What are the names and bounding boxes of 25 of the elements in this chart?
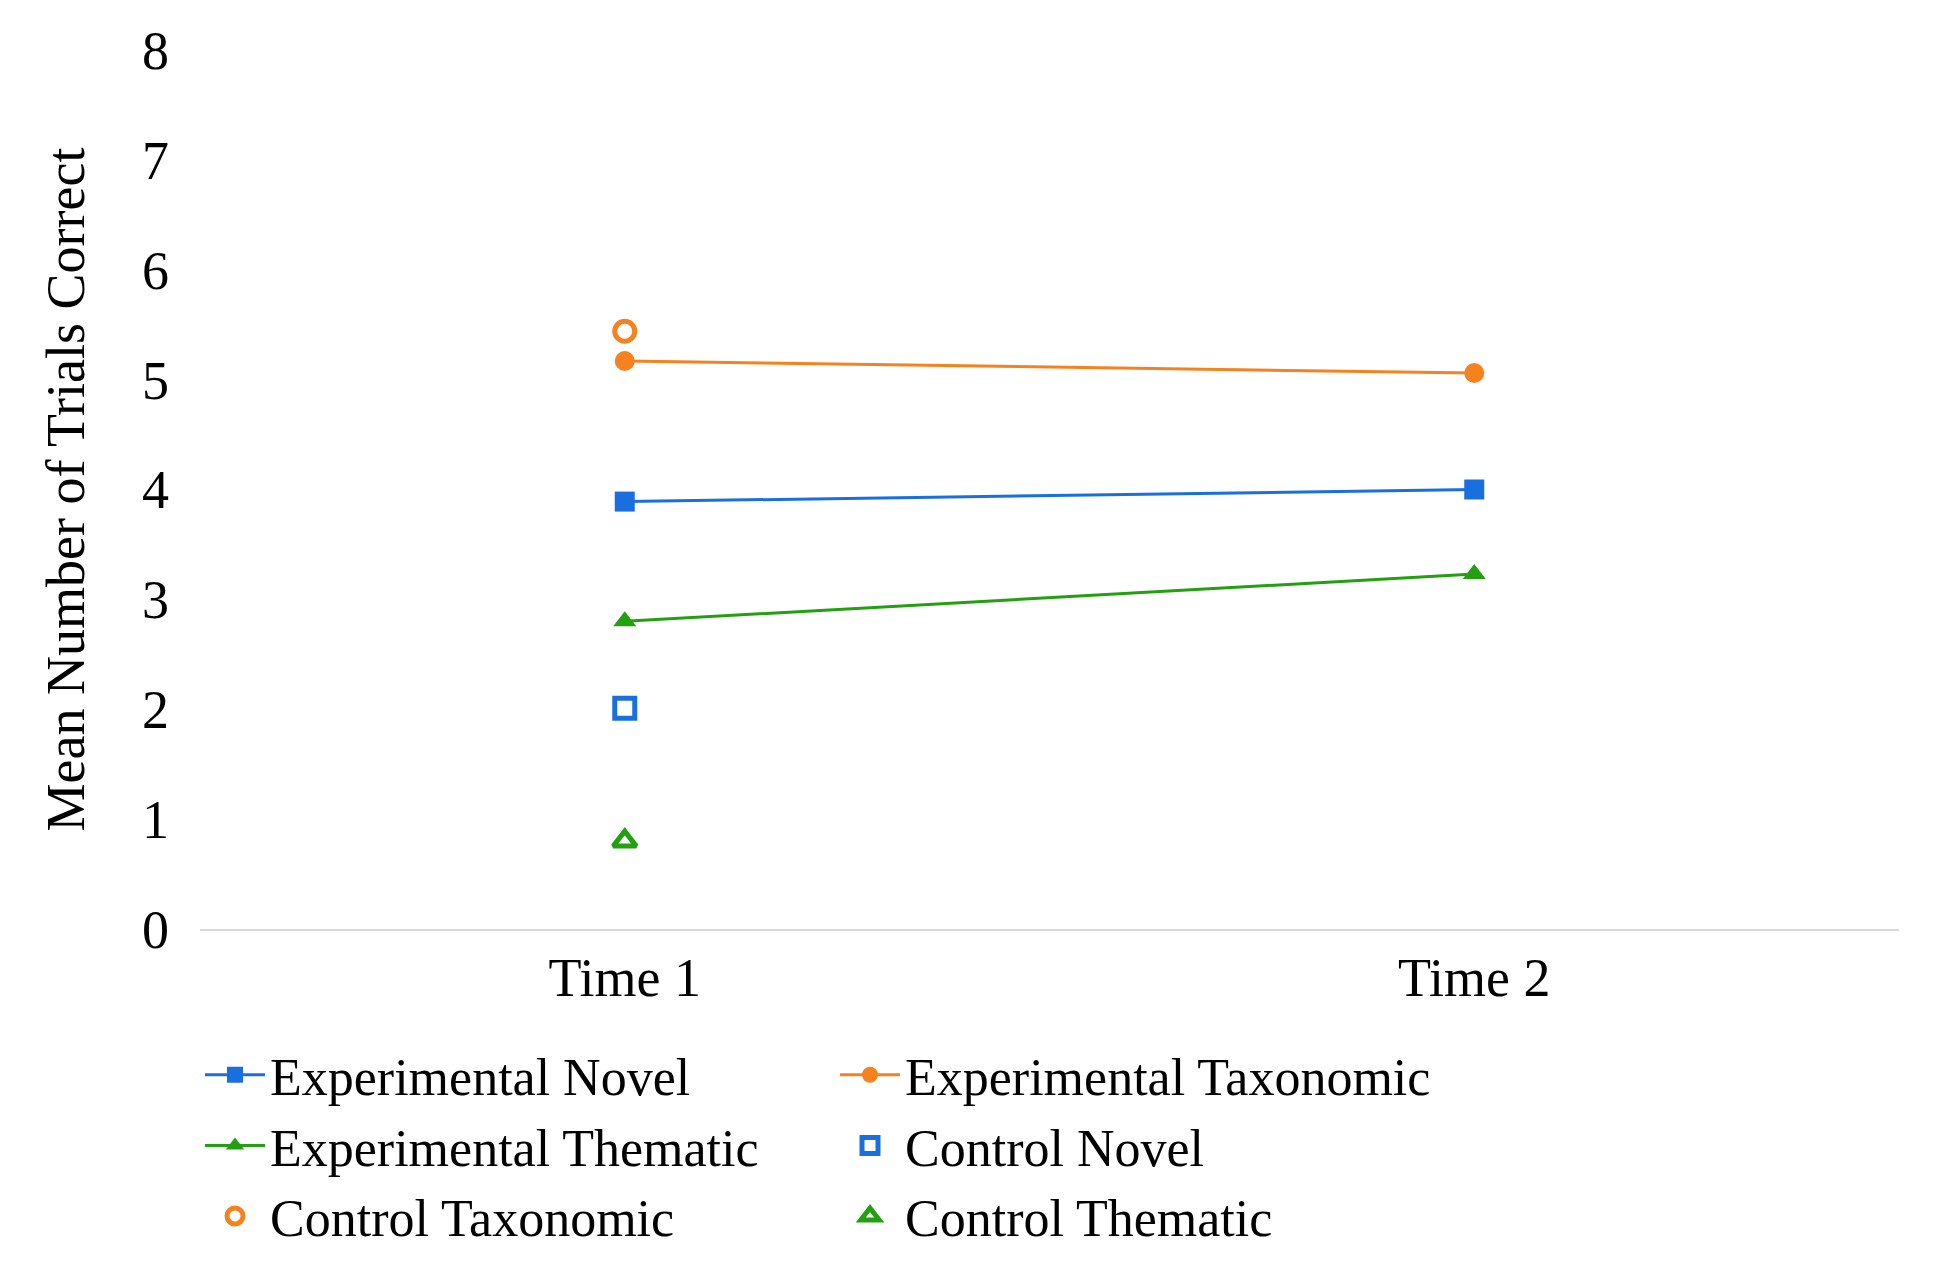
point — [610, 828, 639, 849]
y-tick-label: 2 — [142, 680, 169, 741]
legend-label: Experimental Novel — [270, 1049, 691, 1107]
point — [1464, 479, 1485, 500]
y-tick-label: 7 — [142, 130, 169, 191]
x-tick-label: Time 1 — [548, 947, 702, 1008]
legend-label: Control Novel — [905, 1119, 1204, 1177]
point — [612, 695, 638, 721]
y-tick-label: 5 — [142, 350, 169, 411]
x-tick-label: Time 2 — [1397, 947, 1551, 1008]
point — [614, 350, 635, 371]
y-tick-label: 0 — [142, 899, 169, 960]
legend-label: Control Thematic — [905, 1190, 1273, 1248]
y-tick-label: 6 — [142, 240, 169, 301]
y-tick-label: 8 — [142, 20, 169, 81]
point — [612, 318, 638, 344]
point — [1464, 363, 1485, 384]
y-axis-title: Mean Number of Trials Correct — [35, 147, 96, 832]
y-tick-label: 4 — [142, 460, 169, 521]
legend-label: Control Taxonomic — [270, 1190, 675, 1248]
y-tick-label: 3 — [142, 570, 169, 631]
point — [614, 491, 635, 512]
legend-label: Experimental Thematic — [270, 1119, 759, 1177]
y-tick-label: 1 — [142, 790, 169, 851]
legend-label: Experimental Taxonomic — [905, 1049, 1431, 1107]
